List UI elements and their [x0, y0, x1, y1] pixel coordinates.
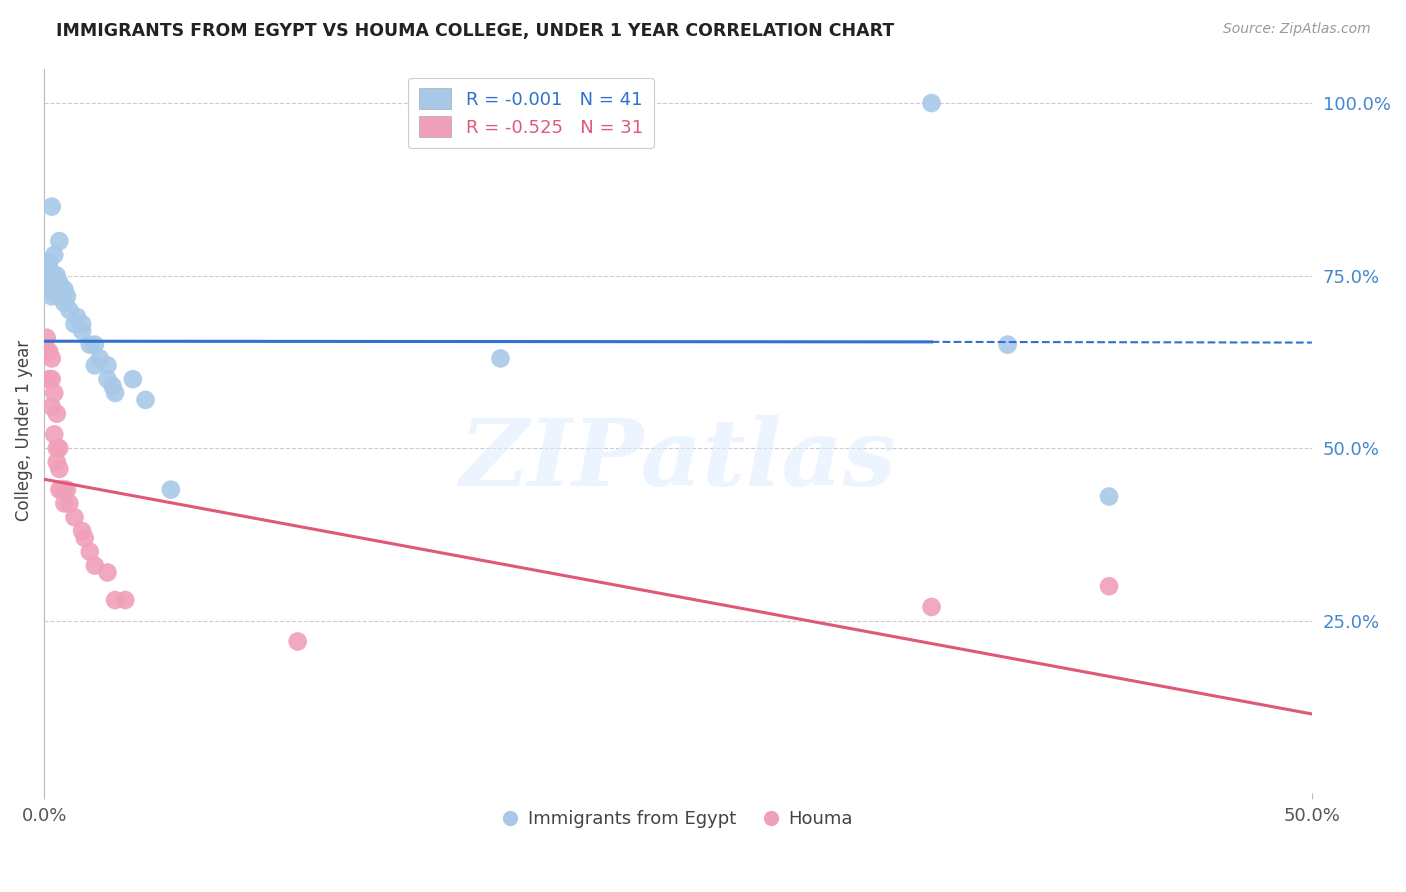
Point [79, 337, 101, 351]
Point [287, 634, 309, 648]
Point [63, 317, 86, 331]
Point [45, 282, 67, 296]
Point [44, 386, 66, 401]
Point [96, 359, 118, 373]
Point [89, 351, 111, 366]
Point [53, 296, 76, 310]
Point [70, 317, 93, 331]
Point [66, 310, 89, 324]
Point [96, 566, 118, 580]
Point [38, 372, 60, 386]
Point [104, 386, 127, 401]
Point [53, 282, 76, 296]
Point [41, 276, 63, 290]
Point [38, 255, 60, 269]
Point [44, 268, 66, 283]
Text: IMMIGRANTS FROM EGYPT VS HOUMA COLLEGE, UNDER 1 YEAR CORRELATION CHART: IMMIGRANTS FROM EGYPT VS HOUMA COLLEGE, … [56, 22, 894, 40]
Point [997, 337, 1019, 351]
Point [96, 372, 118, 386]
Point [38, 276, 60, 290]
Point [48, 462, 70, 476]
Point [35, 276, 58, 290]
Point [160, 483, 183, 497]
Point [1098, 490, 1121, 504]
Point [83, 359, 105, 373]
Point [41, 400, 63, 414]
Point [35, 344, 58, 359]
Point [58, 496, 80, 510]
Point [921, 96, 943, 111]
Legend: Immigrants from Egypt, Houma: Immigrants from Egypt, Houma [495, 803, 860, 835]
Point [1098, 579, 1121, 593]
Text: ZIPatlas: ZIPatlas [460, 415, 897, 505]
Point [63, 510, 86, 524]
Point [489, 351, 512, 366]
Point [73, 531, 96, 545]
Point [41, 351, 63, 366]
Y-axis label: College, Under 1 year: College, Under 1 year [15, 341, 32, 522]
Point [41, 200, 63, 214]
Point [41, 289, 63, 303]
Point [921, 599, 943, 614]
Point [38, 282, 60, 296]
Point [45, 268, 67, 283]
Point [41, 372, 63, 386]
Point [114, 593, 136, 607]
Point [101, 379, 124, 393]
Point [48, 276, 70, 290]
Point [104, 593, 127, 607]
Point [35, 331, 58, 345]
Point [48, 483, 70, 497]
Text: Source: ZipAtlas.com: Source: ZipAtlas.com [1223, 22, 1371, 37]
Point [44, 248, 66, 262]
Point [51, 282, 73, 296]
Point [58, 303, 80, 318]
Point [48, 289, 70, 303]
Point [45, 455, 67, 469]
Point [53, 496, 76, 510]
Point [70, 524, 93, 538]
Point [70, 324, 93, 338]
Point [44, 427, 66, 442]
Point [83, 337, 105, 351]
Point [121, 372, 143, 386]
Point [53, 483, 76, 497]
Point [38, 344, 60, 359]
Point [56, 289, 79, 303]
Point [45, 441, 67, 455]
Point [44, 282, 66, 296]
Point [135, 392, 157, 407]
Point [48, 441, 70, 455]
Point [51, 483, 73, 497]
Point [79, 545, 101, 559]
Point [48, 234, 70, 248]
Point [38, 261, 60, 276]
Point [45, 407, 67, 421]
Point [56, 483, 79, 497]
Point [83, 558, 105, 573]
Point [35, 261, 58, 276]
